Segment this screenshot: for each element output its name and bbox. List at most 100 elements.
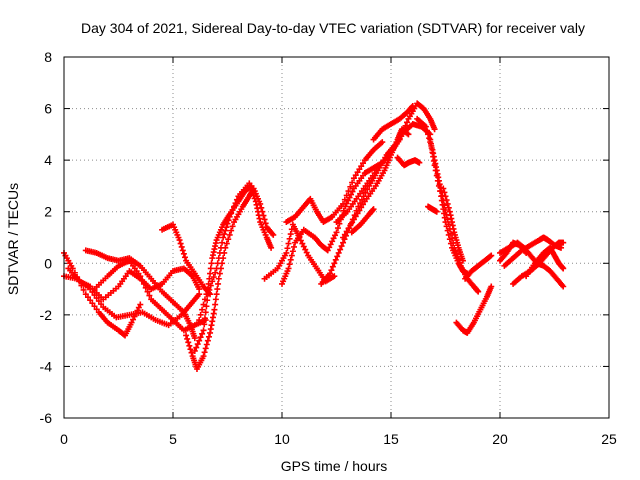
data-point — [226, 231, 233, 238]
data-point — [347, 222, 354, 229]
data-point — [128, 319, 135, 326]
data-point — [188, 349, 195, 356]
data-point — [290, 243, 297, 250]
data-point — [487, 253, 494, 260]
data-point — [146, 292, 153, 299]
data-point — [283, 249, 290, 256]
tick-labels: 0 5 10 15 20 25 -6 -4 -2 0 2 4 6 8 — [40, 49, 617, 447]
data-point — [329, 238, 336, 245]
data-point — [212, 301, 219, 308]
data-point — [402, 122, 409, 129]
data-point — [212, 296, 219, 303]
data-point — [431, 126, 438, 133]
data-point — [432, 167, 439, 174]
y-tick-label: -2 — [40, 307, 53, 323]
data-point — [200, 327, 207, 334]
data-point — [262, 220, 269, 227]
data-point — [340, 234, 347, 241]
data-point — [270, 231, 277, 238]
data-point — [345, 225, 352, 232]
data-point — [216, 270, 223, 277]
data-point — [250, 192, 257, 199]
data-point — [91, 303, 98, 310]
data-point — [337, 246, 344, 253]
series-arc-15 — [340, 126, 412, 241]
data-point — [426, 135, 433, 142]
data-point — [287, 231, 294, 238]
data-point — [135, 304, 142, 311]
data-point — [326, 244, 333, 251]
data-point — [201, 321, 208, 328]
data-point — [431, 162, 438, 169]
data-point — [289, 248, 296, 255]
x-tick-label: 20 — [492, 431, 508, 447]
series-arc-29 — [497, 239, 530, 264]
data-point — [447, 240, 454, 247]
data-point — [178, 243, 185, 250]
series-arc-6 — [159, 221, 214, 298]
data-point — [249, 189, 256, 196]
chart-title: Day 304 of 2021, Sidereal Day-to-day VTE… — [81, 20, 585, 36]
data-point — [327, 241, 334, 248]
x-tick-label: 15 — [383, 431, 399, 447]
x-tick-label: 25 — [601, 431, 617, 447]
axis-ticks — [63, 56, 610, 419]
y-tick-label: 2 — [44, 204, 52, 220]
data-point — [446, 236, 453, 243]
data-point — [84, 294, 91, 301]
data-point — [137, 301, 144, 308]
data-point — [196, 291, 203, 298]
series-arc-18 — [394, 154, 423, 169]
data-point — [433, 172, 440, 179]
data-point — [222, 227, 229, 234]
data-point — [332, 232, 339, 239]
data-point — [354, 169, 361, 176]
data-point — [343, 200, 350, 207]
data-point — [404, 130, 411, 137]
data-point — [199, 306, 206, 313]
data-point — [211, 306, 218, 313]
data-point — [213, 291, 220, 298]
data-point — [214, 260, 221, 267]
data-point — [223, 240, 230, 247]
data-point — [434, 177, 441, 184]
y-tick-label: -4 — [40, 358, 53, 374]
data-point — [423, 127, 430, 134]
data-point — [216, 249, 223, 256]
data-point — [184, 335, 191, 342]
data-point — [364, 186, 371, 193]
data-point — [212, 269, 219, 276]
data-point — [215, 255, 222, 262]
data-point — [441, 189, 448, 196]
data-point — [346, 194, 353, 201]
y-tick-label: -6 — [40, 410, 53, 426]
data-point — [558, 244, 565, 251]
data-point — [95, 298, 102, 305]
data-point — [201, 296, 208, 303]
data-point — [202, 309, 209, 316]
series-arc-28 — [523, 244, 567, 280]
data-point — [187, 346, 194, 353]
data-point — [335, 249, 342, 256]
data-point — [560, 283, 567, 290]
data-point — [488, 252, 495, 259]
data-point — [349, 179, 356, 186]
data-point — [288, 252, 295, 259]
data-point — [403, 119, 410, 126]
data-point — [338, 243, 345, 250]
data-point — [343, 228, 350, 235]
data-point — [348, 191, 355, 198]
data-point — [329, 263, 336, 270]
data-point — [196, 337, 203, 344]
data-point — [342, 203, 349, 210]
data-point — [214, 286, 221, 293]
data-point — [142, 284, 149, 291]
data-point — [444, 200, 451, 207]
data-point — [199, 330, 206, 337]
data-point — [326, 270, 333, 277]
data-point — [185, 339, 192, 346]
data-point — [196, 317, 203, 324]
data-point — [409, 102, 416, 109]
data-point — [268, 244, 275, 251]
data-point — [422, 123, 429, 130]
